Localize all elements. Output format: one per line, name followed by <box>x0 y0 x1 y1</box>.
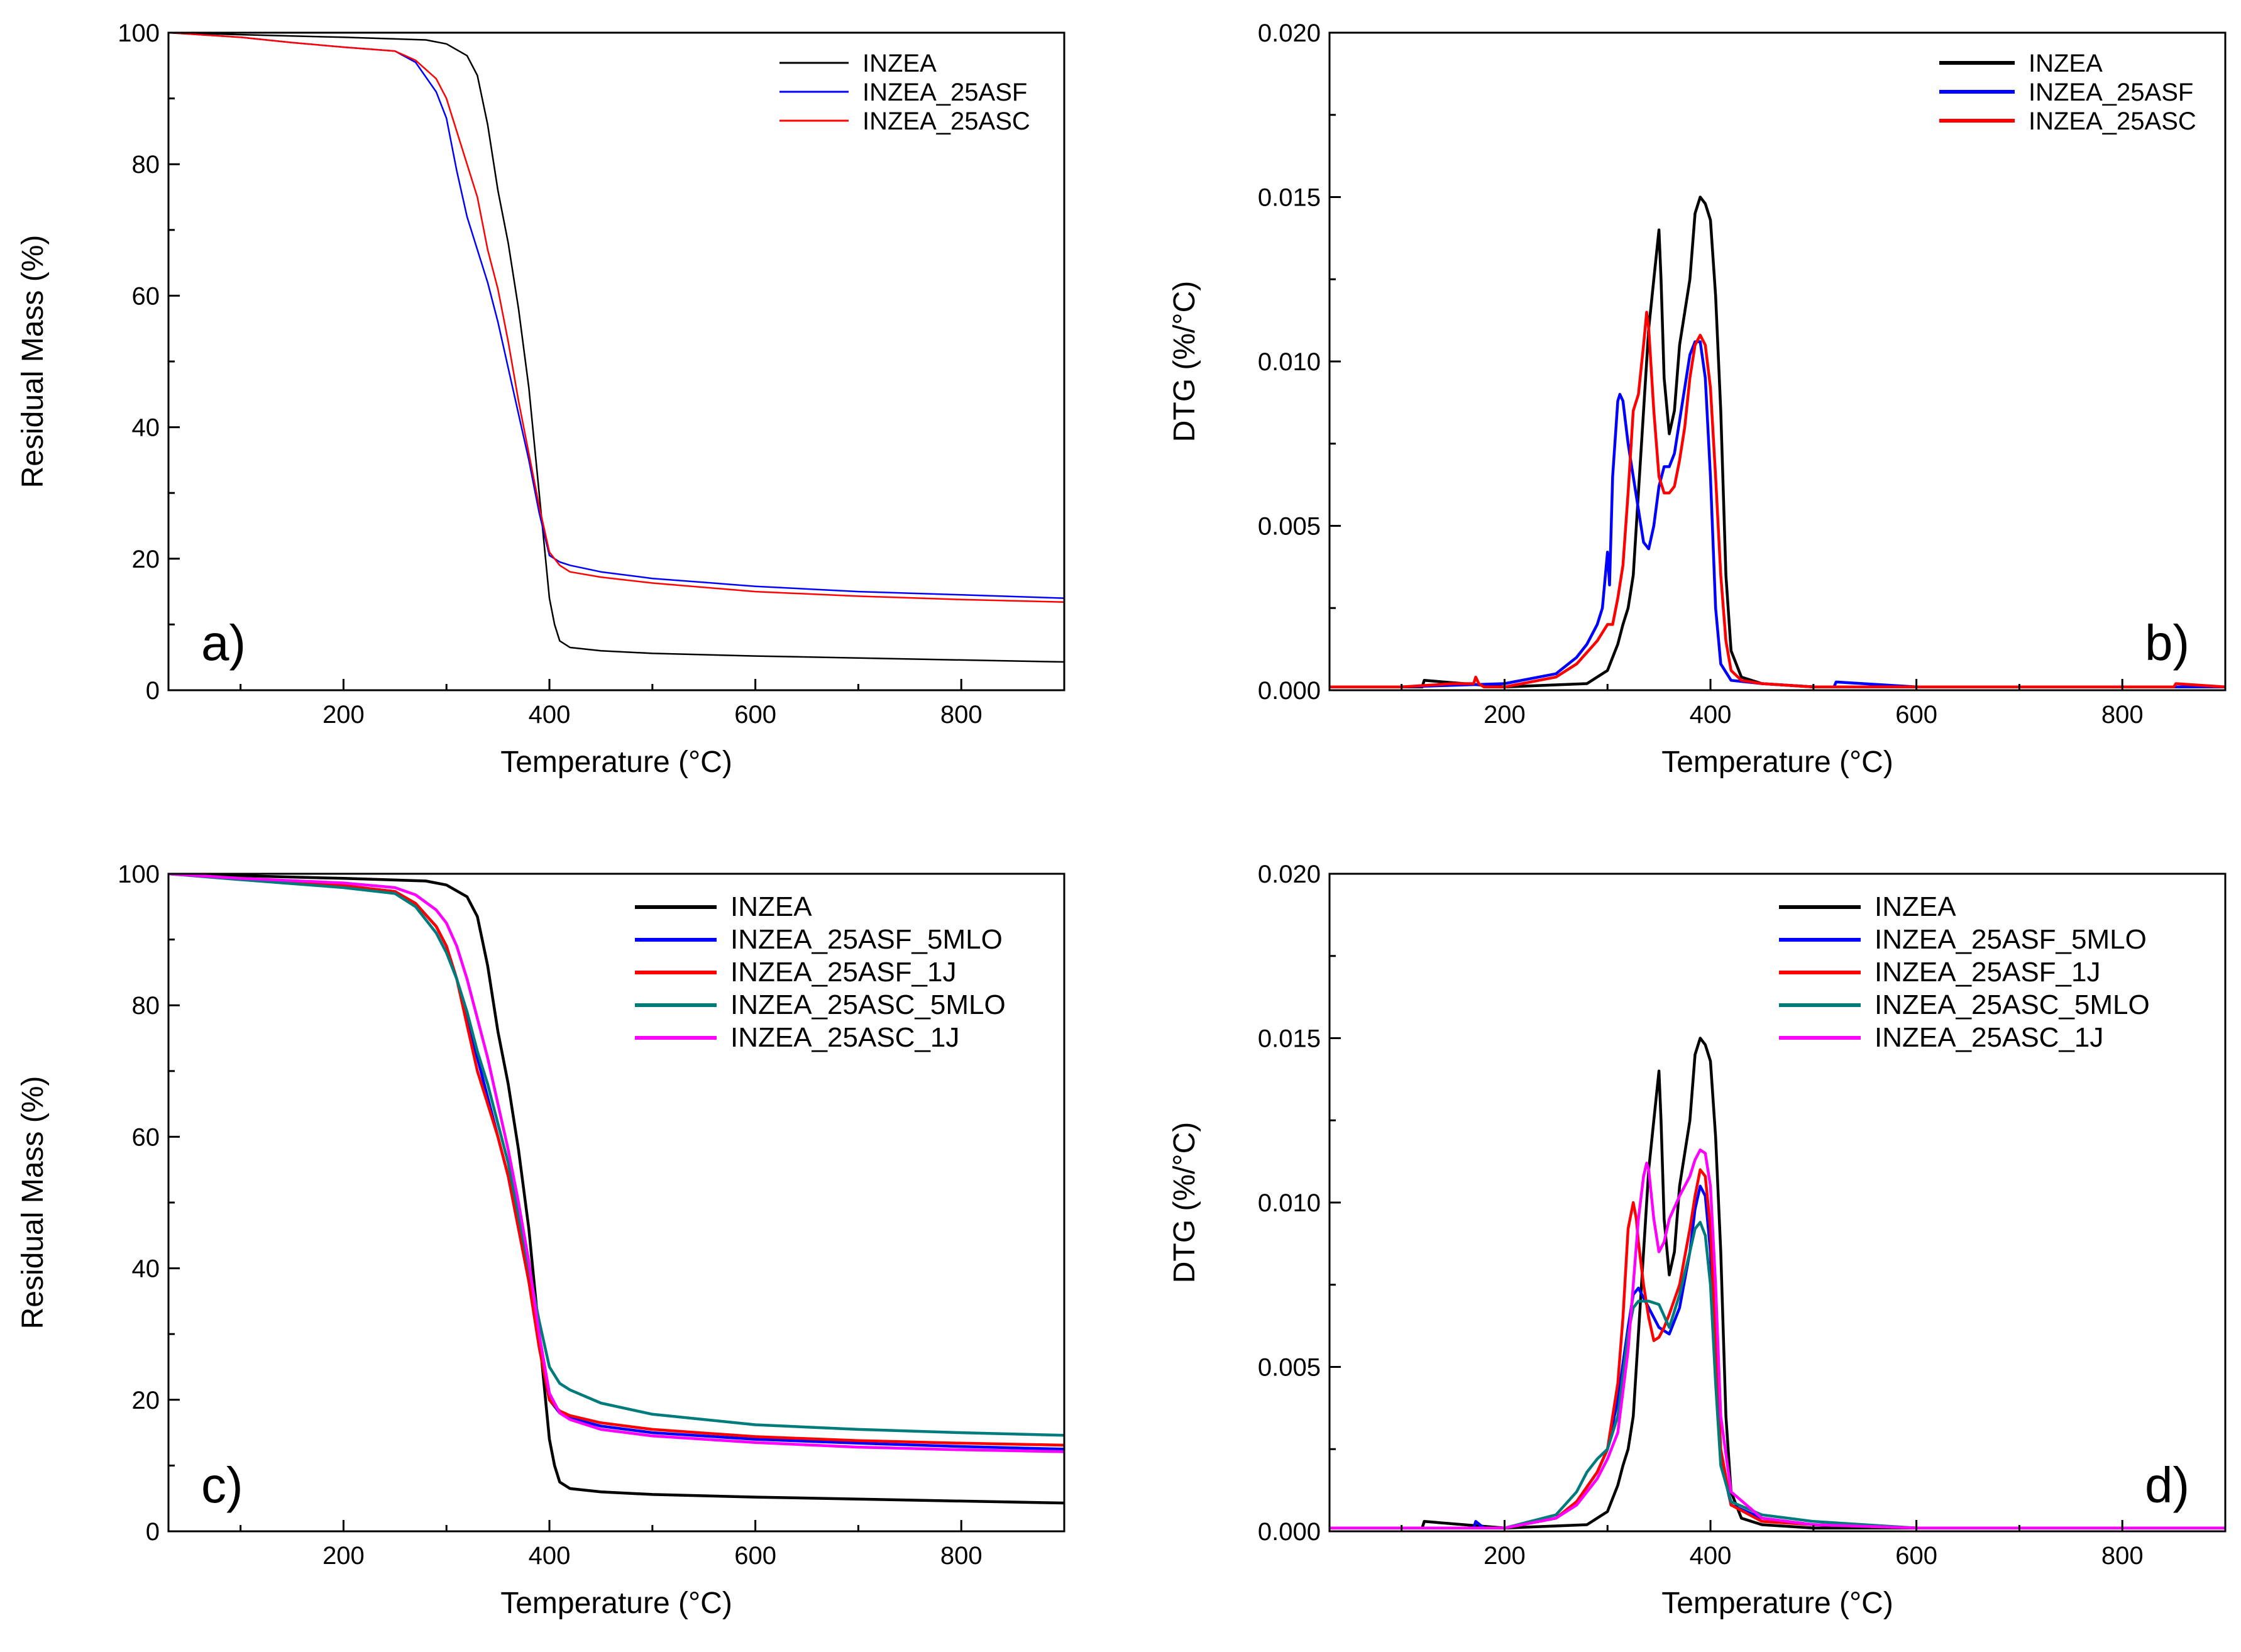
y-tick-label: 80 <box>132 992 160 1020</box>
legend-label: INZEA_25ASF_1J <box>1875 957 2101 988</box>
series-line-inzea-25asf-1j <box>168 874 1064 1447</box>
series-group <box>168 874 1064 1505</box>
legend-label: INZEA <box>730 891 812 922</box>
y-tick-label: 100 <box>118 861 160 888</box>
y-tick-label: 0.015 <box>1258 1025 1321 1053</box>
y-tick-label: 0.000 <box>1258 677 1321 705</box>
y-axis-title: DTG (%/°C) <box>1168 1122 1201 1284</box>
series-line-inzea-25asf <box>1330 340 2225 689</box>
x-tick-label: 400 <box>529 701 571 729</box>
legend-label: INZEA_25ASC <box>2029 107 2196 135</box>
panel-c: 200 400 600 800 0 20 40 60 80 100 Temperature (°C)… <box>16 861 1065 1620</box>
y-tick-label: 0.015 <box>1258 184 1321 212</box>
y-tick-label: 0 <box>146 677 160 705</box>
series-line-inzea-25asf-1j <box>1330 1168 2225 1530</box>
x-axis-title: Temperature (°C) <box>500 746 732 779</box>
legend-label: INZEA_25ASC <box>862 107 1030 135</box>
x-tick-label: 800 <box>940 1542 983 1570</box>
x-tick-label: 200 <box>322 701 365 729</box>
panel-label: a) <box>201 615 246 671</box>
series-line-inzea-25asc <box>168 33 1064 603</box>
x-tick-label: 800 <box>2101 701 2144 729</box>
legend-label: INZEA_25ASC_5MLO <box>730 989 1006 1020</box>
x-tick-label: 400 <box>1690 1542 1732 1570</box>
series-line-inzea <box>1330 1037 2225 1530</box>
series-group <box>168 33 1064 663</box>
panel-b: 200 400 600 800 0.000 0.005 0.010 0.015 0.020 Tem… <box>1168 19 2227 779</box>
legend-label: INZEA_25ASF_5MLO <box>730 924 1003 955</box>
legend-label: INZEA_25ASF_5MLO <box>1875 924 2147 955</box>
y-axis-title: Residual Mass (%) <box>16 1076 50 1330</box>
x-tick-label: 200 <box>1484 701 1526 729</box>
series-line-inzea-25asc-5mlo <box>1330 1221 2225 1530</box>
legend-label: INZEA_25ASC_1J <box>1875 1022 2103 1053</box>
x-axis-title: Temperature (°C) <box>1661 1587 1893 1620</box>
x-tick-label: 400 <box>1690 701 1732 729</box>
series-line-inzea-25asc-5mlo <box>168 874 1064 1437</box>
x-tick-label: 600 <box>734 1542 776 1570</box>
legend-label: INZEA_25ASC_5MLO <box>1875 989 2150 1020</box>
legend-label: INZEA <box>862 50 937 77</box>
y-tick-label: 0.005 <box>1258 1354 1321 1382</box>
y-tick-label: 0.000 <box>1258 1518 1321 1546</box>
legend-label: INZEA_25ASC_1J <box>730 1022 959 1053</box>
series-line-inzea <box>168 33 1064 663</box>
y-tick-label: 20 <box>132 546 160 573</box>
y-tick-label: 0.020 <box>1258 861 1321 888</box>
y-tick-label: 0.020 <box>1258 19 1321 47</box>
legend-label: INZEA_25ASF <box>862 79 1027 106</box>
series-group <box>1330 195 2225 689</box>
series-line-inzea-25asc-1j <box>1330 1148 2225 1530</box>
y-tick-label: 60 <box>132 1123 160 1151</box>
legend: INZEAINZEA_25ASF_5MLOINZEA_25ASF_1JINZEA… <box>1779 891 2150 1053</box>
series-group <box>1330 1037 2225 1530</box>
y-tick-label: 40 <box>132 1255 160 1283</box>
series-line-inzea-25asc <box>1330 311 2225 689</box>
y-tick-label: 60 <box>132 282 160 310</box>
panel-label: c) <box>201 1457 243 1513</box>
x-tick-label: 800 <box>2101 1542 2144 1570</box>
x-axis-title: Temperature (°C) <box>500 1587 732 1620</box>
legend-label: INZEA_25ASF_1J <box>730 957 957 988</box>
y-tick-label: 80 <box>132 151 160 179</box>
y-axis-title: Residual Mass (%) <box>16 235 50 488</box>
y-tick-label: 0.010 <box>1258 348 1321 376</box>
legend: INZEAINZEA_25ASF_5MLOINZEA_25ASF_1JINZEA… <box>635 891 1006 1053</box>
x-tick-label: 200 <box>1484 1542 1526 1570</box>
panel-a: 200 400 600 800 0 20 40 60 80 100 Temperature (°C)… <box>16 19 1065 779</box>
y-tick-label: 100 <box>118 19 160 47</box>
x-tick-label: 600 <box>734 701 776 729</box>
x-axis-title: Temperature (°C) <box>1661 746 1893 779</box>
series-line-inzea <box>168 874 1064 1505</box>
x-tick-label: 800 <box>940 701 983 729</box>
y-tick-label: 40 <box>132 414 160 442</box>
x-tick-label: 600 <box>1895 701 1937 729</box>
panel-d: 200 400 600 800 0.000 0.005 0.010 0.015 0.020 Tem… <box>1168 861 2227 1620</box>
panel-label: b) <box>2145 615 2189 671</box>
series-line-inzea-25asc-1j <box>168 874 1064 1453</box>
legend-label: INZEA <box>2029 50 2103 77</box>
x-tick-label: 400 <box>529 1542 571 1570</box>
y-tick-label: 20 <box>132 1387 160 1414</box>
y-tick-label: 0.010 <box>1258 1189 1321 1217</box>
legend-label: INZEA_25ASF <box>2029 79 2193 106</box>
x-tick-label: 200 <box>322 1542 365 1570</box>
y-tick-label: 0 <box>146 1518 160 1546</box>
legend-label: INZEA <box>1875 891 1956 922</box>
y-axis-title: DTG (%/°C) <box>1168 281 1201 443</box>
series-line-inzea-25asf-5mlo <box>1330 1184 2225 1530</box>
y-tick-label: 0.005 <box>1258 513 1321 541</box>
panel-label: d) <box>2145 1457 2189 1513</box>
x-tick-label: 600 <box>1895 1542 1937 1570</box>
series-line-inzea <box>1330 195 2225 689</box>
